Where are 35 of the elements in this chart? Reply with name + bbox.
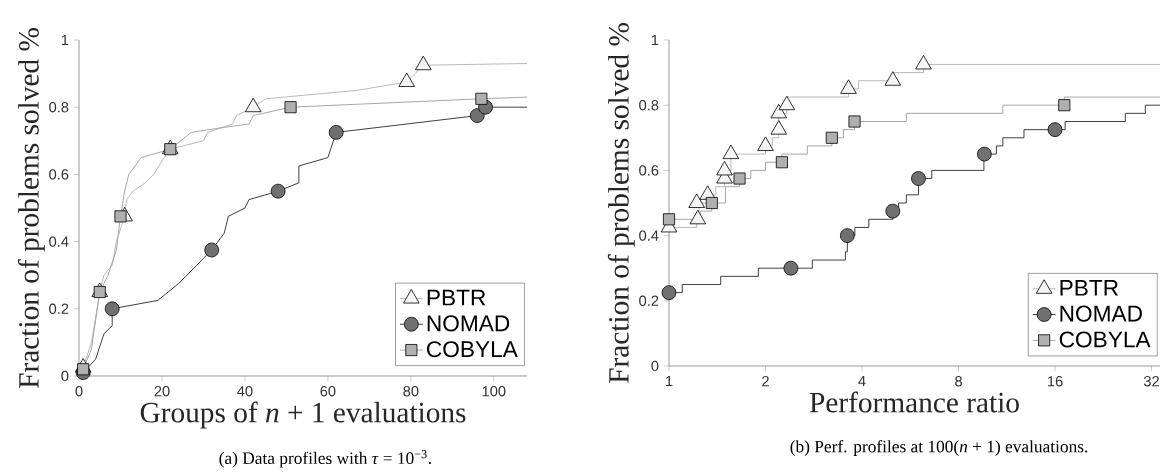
legend-label: NOMAD (427, 315, 510, 332)
x-axis-title: Groups of n + 1 evaluations (140, 401, 466, 429)
y-tick-label: 0.8 (639, 100, 659, 111)
legend-label: PBTR (1060, 280, 1119, 296)
x-tick-label: 100 (482, 386, 506, 397)
legend-label: PBTR (427, 289, 486, 306)
x-tick-label: 32 (1143, 376, 1159, 387)
y-tick-label: 0.8 (49, 102, 69, 113)
x-tick-label: 40 (237, 386, 253, 397)
legend-label: COBYLA (1059, 331, 1151, 348)
legend-label: COBYLA (427, 341, 518, 358)
text: (b) Perf. profiles at 100(n + 1) evaluations. (790, 440, 1088, 456)
x-tick-label: 16 (1047, 376, 1063, 387)
x-tick-label: 2 (762, 376, 769, 387)
x-tick-label: 60 (320, 386, 336, 397)
y-tick-label: 0.2 (49, 303, 69, 314)
x-axis-title: Performance ratio (809, 391, 1019, 413)
x-tick-label: 8 (955, 376, 962, 387)
x-tick-label: 20 (154, 386, 170, 397)
y-tick-label: 1 (61, 34, 69, 46)
y-tick-label: 1 (651, 34, 659, 46)
y-tick-label: 0.4 (49, 236, 69, 247)
x-tick-label: 0 (75, 386, 83, 397)
x-tick-label: 1 (666, 376, 673, 387)
y-tick-label: 0.6 (49, 169, 69, 180)
y-axis-title: Fraction of problems solved % (607, 23, 635, 384)
x-tick-label: 4 (858, 376, 866, 387)
y-tick-label: 0.2 (639, 295, 659, 306)
y-tick-label: 0.6 (639, 165, 659, 176)
x-tick-label: 80 (403, 386, 419, 397)
text: (a) Data profiles with τ = 10$^{−3}$. (219, 450, 432, 468)
y-axis-title: Fraction of problems solved % (17, 28, 45, 389)
y-tick-label: 0.4 (639, 230, 659, 241)
legend-label: NOMAD (1060, 305, 1142, 322)
y-tick-label: 0 (651, 360, 659, 372)
